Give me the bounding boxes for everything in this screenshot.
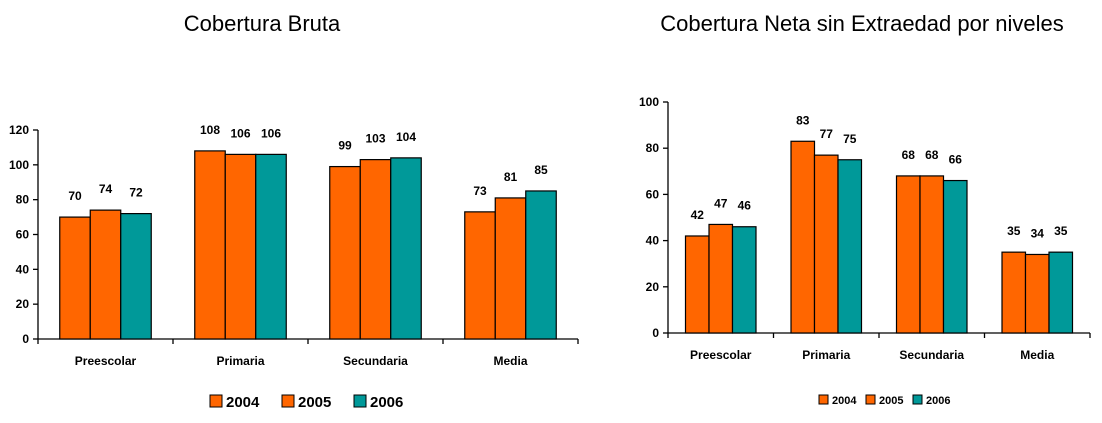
chart-2-category-label: Media	[1020, 348, 1054, 362]
chart-2-y-tick-label: 100	[639, 95, 659, 109]
chart-1-category-label: Preescolar	[75, 354, 137, 368]
chart-2-data-label: 34	[1031, 226, 1045, 240]
chart-1-bar-2004-secundaria	[330, 167, 361, 339]
chart-2-title: Cobertura Neta sin Extraedad por niveles	[660, 11, 1064, 36]
chart-1-bar-2006-secundaria	[391, 158, 422, 339]
chart-1-y-tick-label: 80	[16, 193, 30, 207]
chart-2-bar-2006-primaria	[838, 160, 862, 333]
chart-2-legend-label-2005: 2005	[879, 395, 903, 407]
chart-1-data-label: 106	[261, 126, 281, 140]
chart-1-bar-2004-preescolar	[60, 217, 91, 339]
chart-1-bar-2004-media	[465, 212, 496, 339]
chart-2-data-label: 42	[691, 208, 705, 222]
chart-1-category-label: Secundaria	[343, 354, 408, 368]
chart-2-data-label: 68	[925, 148, 939, 162]
chart-1-category-label: Media	[493, 354, 527, 368]
chart-1-legend-swatch-2005	[282, 395, 294, 407]
chart-2-y-tick-label: 40	[646, 234, 660, 248]
chart-1-legend-label-2006: 2006	[370, 394, 403, 411]
chart-2-category-label: Preescolar	[690, 348, 752, 362]
chart-1-bar-2006-primaria	[256, 154, 287, 339]
chart-1-data-label: 70	[68, 189, 82, 203]
chart-2-y-tick-label: 60	[646, 187, 660, 201]
chart-1-legend-label-2004: 2004	[226, 394, 260, 411]
chart-1-data-label: 104	[396, 130, 416, 144]
chart-1-y-tick-label: 40	[16, 262, 30, 276]
chart-2-legend-swatch-2005	[866, 395, 875, 404]
chart-1-data-label: 81	[504, 170, 518, 184]
chart-2-y-tick-label: 80	[646, 141, 660, 155]
chart-1-bar-2005-secundaria	[360, 160, 391, 339]
chart-2-data-label: 35	[1054, 224, 1068, 238]
chart-1-legend-swatch-2004	[210, 395, 222, 407]
chart-2-category-label: Primaria	[802, 348, 850, 362]
chart-2-data-label: 35	[1007, 224, 1021, 238]
chart-2-legend-swatch-2006	[913, 395, 922, 404]
chart-2-bar-2004-preescolar	[686, 236, 710, 333]
chart-1-legend-label-2005: 2005	[298, 394, 331, 411]
chart-1-bar-2005-media	[495, 198, 526, 339]
chart-1-bar-2004-primaria	[195, 151, 226, 339]
chart-2-bar-2005-preescolar	[709, 224, 733, 333]
chart-1-y-tick-label: 60	[16, 228, 30, 242]
chart-2-data-label: 46	[738, 199, 752, 213]
chart-2-bar-2005-secundaria	[920, 176, 944, 333]
chart-2-y-tick-label: 20	[646, 280, 660, 294]
chart-1-data-label: 73	[473, 184, 487, 198]
chart-2-legend-label-2006: 2006	[926, 395, 950, 407]
chart-1-y-tick-label: 20	[16, 297, 30, 311]
chart-2-data-label: 75	[843, 132, 857, 146]
chart-1-legend-swatch-2006	[354, 395, 366, 407]
chart-2-data-label: 66	[949, 153, 963, 167]
chart-1-bar-2006-preescolar	[121, 214, 152, 339]
chart-1-data-label: 108	[200, 123, 220, 137]
chart-2-data-label: 68	[902, 148, 916, 162]
chart-1-data-label: 85	[534, 163, 548, 177]
chart-2-data-label: 77	[820, 127, 834, 141]
chart-2-bar-2006-secundaria	[944, 181, 968, 333]
chart-2-data-label: 47	[714, 196, 728, 210]
chart-2-bar-2004-media	[1002, 252, 1026, 333]
chart-2-bar-2005-primaria	[815, 155, 839, 333]
chart-1-title: Cobertura Bruta	[184, 11, 341, 36]
chart-2-category-label: Secundaria	[899, 348, 964, 362]
chart-2-bar-2006-preescolar	[733, 227, 757, 333]
chart-2-bar-2004-primaria	[791, 141, 815, 333]
chart-1-y-tick-label: 100	[9, 158, 29, 172]
chart-1-bar-2005-primaria	[225, 154, 256, 339]
chart-2-bar-2006-media	[1049, 252, 1073, 333]
chart-2-legend-label-2004: 2004	[832, 395, 857, 407]
chart-1-bar-2006-media	[526, 191, 557, 339]
chart-1-data-label: 74	[99, 182, 113, 196]
chart-1-y-tick-label: 0	[22, 332, 29, 346]
chart-2-data-label: 83	[796, 113, 810, 127]
chart-1-data-label: 99	[338, 139, 352, 153]
chart-2-y-tick-label: 0	[652, 326, 659, 340]
chart-2-bar-2005-media	[1026, 254, 1050, 333]
chart-1-y-tick-label: 120	[9, 123, 29, 137]
chart-1-category-label: Primaria	[216, 354, 264, 368]
chart-1-bar-2005-preescolar	[90, 210, 121, 339]
chart-1-data-label: 72	[129, 186, 143, 200]
chart-1-data-label: 103	[365, 132, 385, 146]
chart-2-bar-2004-secundaria	[897, 176, 921, 333]
chart-1-data-label: 106	[230, 126, 250, 140]
chart-2-legend-swatch-2004	[819, 395, 828, 404]
